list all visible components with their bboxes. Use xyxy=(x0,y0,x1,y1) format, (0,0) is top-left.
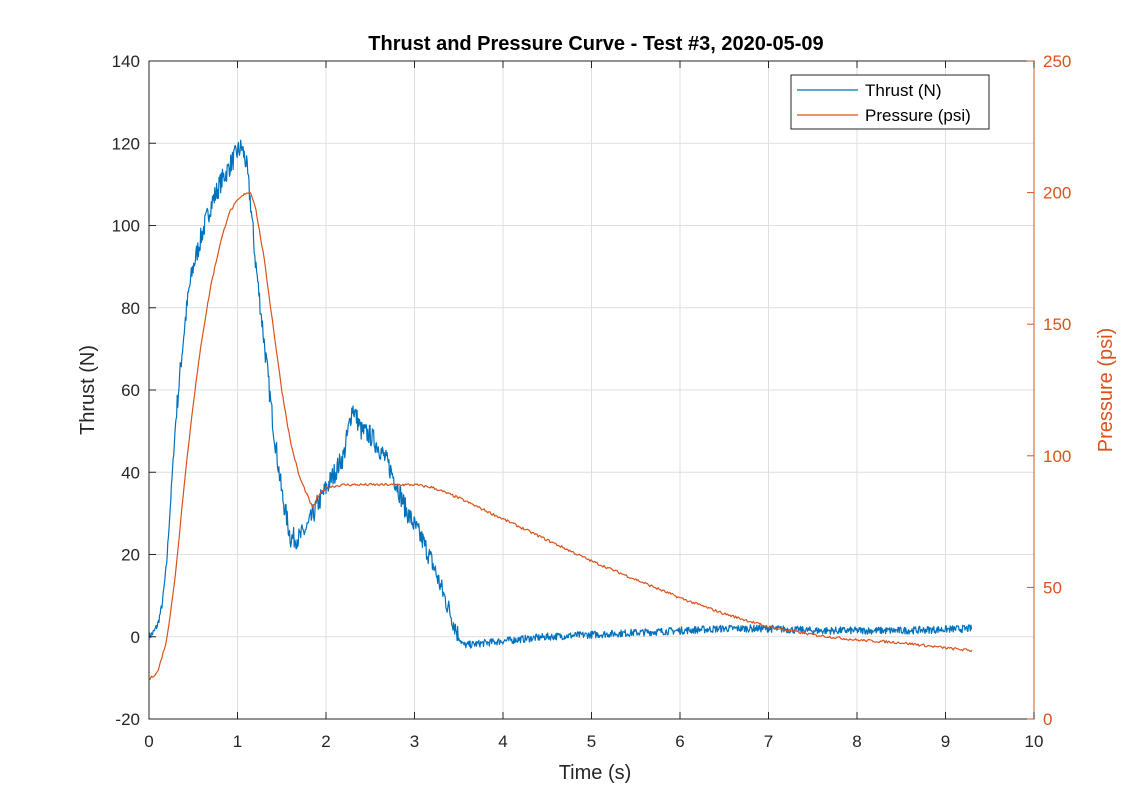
left-tick-label: 60 xyxy=(121,381,140,400)
left-y-axis-label: Thrust (N) xyxy=(77,345,99,435)
right-tick-label: 250 xyxy=(1043,52,1071,71)
right-tick-label: 100 xyxy=(1043,447,1071,466)
x-tick-label: 3 xyxy=(410,732,419,751)
pressure-series-line xyxy=(149,192,973,680)
x-tick-label: 7 xyxy=(764,732,773,751)
left-tick-label: -20 xyxy=(115,710,140,729)
left-tick-label: 80 xyxy=(121,299,140,318)
right-tick-label: 50 xyxy=(1043,578,1062,597)
x-tick-label: 0 xyxy=(144,732,153,751)
x-axis-label: Time (s) xyxy=(559,762,632,784)
x-tick-label: 6 xyxy=(675,732,684,751)
x-tick-label: 4 xyxy=(498,732,507,751)
left-tick-label: 40 xyxy=(121,463,140,482)
x-tick-label: 5 xyxy=(587,732,596,751)
left-tick-label: 140 xyxy=(112,52,140,71)
series-layer xyxy=(148,139,973,680)
right-y-axis-label: Pressure (psi) xyxy=(1095,328,1117,452)
left-tick-label: 120 xyxy=(112,134,140,153)
x-tick-label: 10 xyxy=(1025,732,1044,751)
x-tick-label: 9 xyxy=(941,732,950,751)
chart-title: Thrust and Pressure Curve - Test #3, 202… xyxy=(368,33,823,55)
left-tick-label: 100 xyxy=(112,217,140,236)
right-tick-label: 0 xyxy=(1043,710,1052,729)
legend-box xyxy=(790,74,990,130)
x-tick-label: 2 xyxy=(321,732,330,751)
left-y-axis: -20 0 20 40 60 80 100 120 140 xyxy=(112,52,156,729)
grid-lines xyxy=(149,61,1034,719)
x-tick-label: 8 xyxy=(852,732,861,751)
left-tick-label: 20 xyxy=(121,546,140,565)
right-tick-label: 200 xyxy=(1043,184,1071,203)
x-tick-label: 1 xyxy=(233,732,242,751)
x-axis: 0 1 2 3 4 5 6 7 8 9 10 xyxy=(144,61,1043,751)
legend-label-thrust: Thrust (N) xyxy=(865,81,942,100)
right-y-axis: 0 50 100 150 200 250 xyxy=(1027,52,1071,729)
left-tick-label: 0 xyxy=(131,628,140,647)
legend: Thrust (N) Pressure (psi) xyxy=(790,74,990,130)
legend-label-pressure: Pressure (psi) xyxy=(865,106,971,125)
thrust-series-line xyxy=(148,139,973,649)
right-tick-label: 150 xyxy=(1043,315,1071,334)
